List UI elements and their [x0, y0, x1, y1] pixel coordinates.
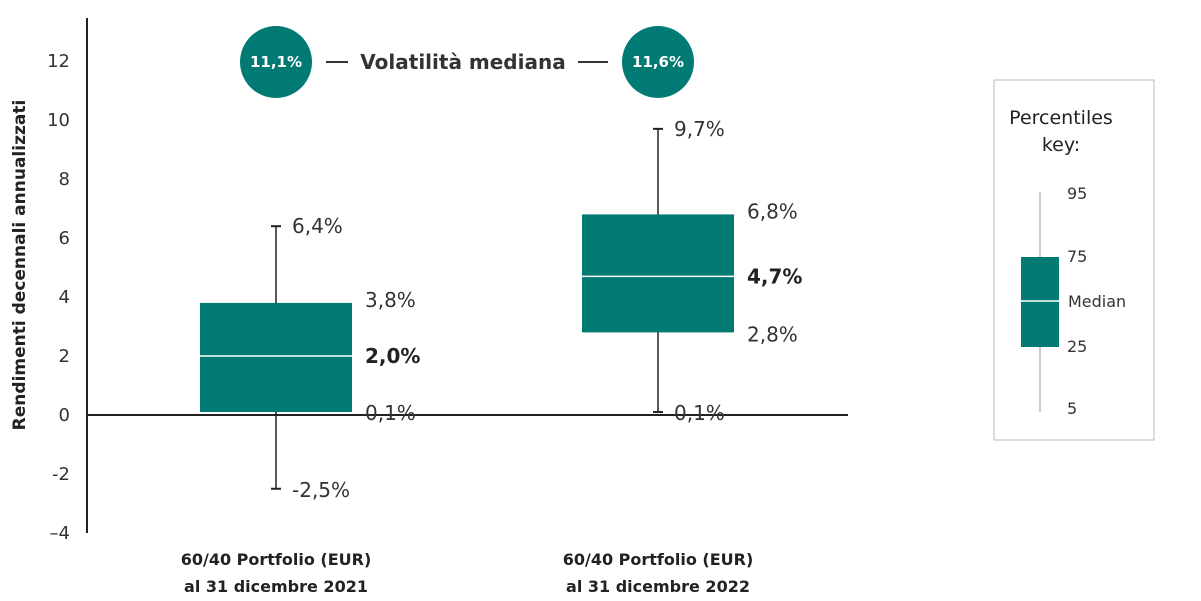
key-label-25: 25 [1067, 337, 1087, 356]
key-label-75: 75 [1067, 247, 1087, 266]
category-2-line1: 60/40 Portfolio (EUR) [563, 550, 754, 569]
y-tick-label: –4 [50, 523, 70, 544]
y-tick-label: 12 [47, 51, 70, 72]
volatility-bubble-left [240, 26, 312, 98]
key-label-median: Median [1068, 292, 1126, 311]
key-label-95: 95 [1067, 184, 1087, 203]
key-title-line1: Percentiles [1009, 107, 1113, 129]
label-p5: -2,5% [292, 478, 350, 502]
y-tick-label: 10 [47, 110, 70, 131]
label-p5: 0,1% [674, 401, 725, 425]
y-tick-label: 4 [59, 287, 70, 308]
label-p75: 3,8% [365, 288, 416, 312]
category-2-line2: al 31 dicembre 2022 [566, 577, 750, 596]
key-title-line2: key: [1042, 134, 1080, 156]
y-tick-label: 0 [59, 405, 70, 426]
y-tick-label: 8 [59, 169, 70, 190]
label-p75: 6,8% [747, 199, 798, 223]
iqr-box [582, 214, 734, 333]
label-p95: 9,7% [674, 117, 725, 141]
volatility-title: Volatilità mediana [360, 50, 565, 74]
label-median: 2,0% [365, 344, 420, 368]
box-plots: 6,4% 3,8% 2,0% 0,1% -2,5% 9,7% 6,8% 4,7% 2,8% 0,1… [200, 117, 802, 502]
y-tick-label: -2 [52, 464, 70, 485]
y-tick-labels: 12 10 8 6 4 2 0 -2 –4 [47, 51, 70, 544]
key-label-5: 5 [1067, 399, 1077, 418]
category-1-line1: 60/40 Portfolio (EUR) [181, 550, 372, 569]
y-axis-label: Rendimenti decennali annualizzati [10, 100, 30, 431]
label-median: 4,7% [747, 264, 802, 288]
percentiles-key: Percentiles key: 95 75 Median 25 5 [993, 79, 1155, 441]
label-p25: 2,8% [747, 322, 798, 346]
key-frame [993, 79, 1155, 441]
key-box [1021, 257, 1059, 347]
y-tick-label: 2 [59, 346, 70, 367]
volatility-left-value: 11,1% [250, 53, 302, 71]
box-plot-2: 9,7% 6,8% 4,7% 2,8% 0,1% [582, 117, 802, 425]
label-p95: 6,4% [292, 214, 343, 238]
y-tick-label: 6 [59, 228, 70, 249]
category-1-line2: al 31 dicembre 2021 [184, 577, 368, 596]
box-plot-1: 6,4% 3,8% 2,0% 0,1% -2,5% [200, 214, 420, 502]
volatility-right-value: 11,6% [632, 53, 684, 71]
label-p25: 0,1% [365, 401, 416, 425]
iqr-box [200, 302, 352, 413]
volatility-bubble-right [622, 26, 694, 98]
